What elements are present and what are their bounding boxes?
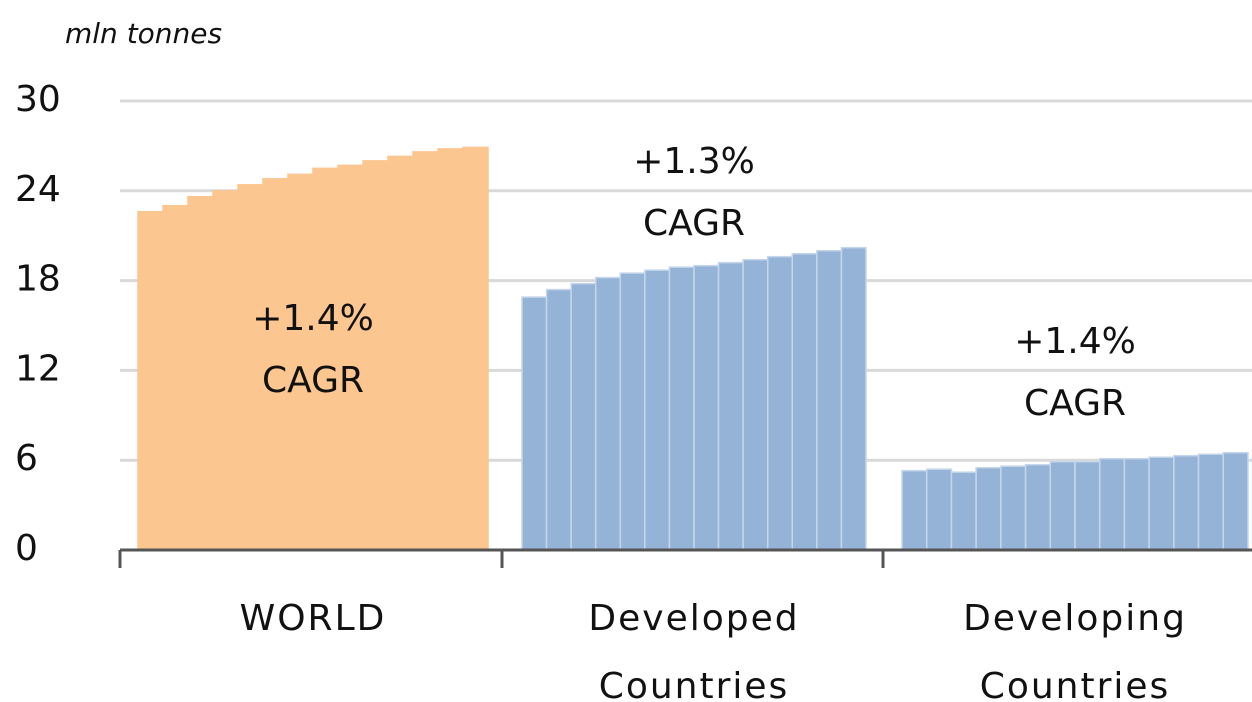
bar — [668, 266, 695, 551]
bar — [1049, 460, 1076, 551]
bar — [693, 264, 720, 551]
bar — [137, 211, 164, 551]
bar — [925, 468, 953, 551]
bar — [521, 296, 548, 551]
x-tick-label: Developing — [963, 598, 1187, 639]
bar — [975, 466, 1002, 551]
bar — [212, 190, 239, 551]
bar — [462, 146, 489, 551]
bar — [791, 252, 818, 551]
bar — [594, 276, 622, 551]
bar — [840, 246, 867, 551]
x-tick-label: Countries — [980, 666, 1171, 702]
bar — [337, 164, 364, 551]
bar — [1222, 451, 1249, 551]
x-tick-label: Countries — [599, 666, 790, 702]
bar — [545, 288, 572, 551]
bar — [742, 258, 769, 551]
x-tick-label: Developed — [588, 598, 799, 639]
y-tick-label: 30 — [15, 79, 61, 120]
bar — [717, 261, 744, 551]
annotation: +1.3% — [633, 141, 755, 182]
annotation: CAGR — [643, 203, 745, 244]
bar — [1148, 456, 1175, 551]
bar — [816, 249, 843, 551]
y-tick-label: 6 — [15, 438, 38, 479]
bar — [187, 196, 214, 551]
annotation: CAGR — [262, 360, 364, 401]
bar — [901, 469, 928, 551]
bar — [312, 167, 339, 551]
bar — [766, 255, 794, 551]
annotation: +1.4% — [252, 298, 374, 339]
x-tick-label: WORLD — [240, 598, 387, 639]
bar — [1173, 454, 1200, 551]
bar — [644, 269, 671, 551]
bar — [1074, 460, 1101, 551]
annotation: +1.4% — [1014, 321, 1136, 362]
bar — [437, 148, 464, 551]
bar — [162, 205, 189, 551]
bar — [1197, 453, 1225, 551]
y-tick-label: 18 — [15, 259, 61, 300]
bar — [1123, 457, 1150, 551]
y-tick-label: 12 — [15, 348, 61, 389]
y-axis-label: mln tonnes — [65, 17, 222, 50]
annotation: CAGR — [1024, 383, 1126, 424]
y-tick-label: 24 — [15, 169, 61, 210]
bar — [1000, 465, 1027, 551]
bar — [412, 151, 439, 551]
y-tick-label: 0 — [15, 528, 38, 569]
bar — [570, 282, 597, 551]
bar — [1024, 463, 1052, 551]
bar — [1098, 457, 1126, 551]
bar — [387, 155, 414, 551]
bar — [950, 471, 977, 551]
bar — [362, 160, 389, 551]
bar — [237, 184, 264, 551]
bar — [619, 272, 646, 551]
